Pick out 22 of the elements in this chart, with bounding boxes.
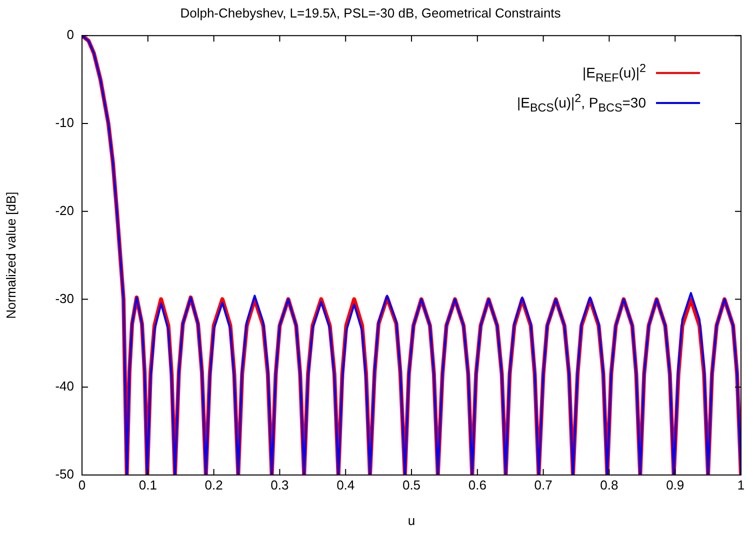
- y-tick-label: -40: [55, 378, 74, 394]
- x-tick-label: 0.5: [402, 477, 421, 492]
- x-axis-title: u: [408, 512, 416, 528]
- x-tick-label: 0.1: [138, 477, 157, 492]
- y-tick-label: -20: [55, 202, 74, 218]
- x-tick-label: 0.8: [600, 477, 618, 492]
- legend-label: |E$_{REF}$(u)|$^{2}$: [582, 62, 646, 84]
- y-tick-label: -30: [55, 290, 74, 306]
- x-tick-label: 0.6: [468, 477, 486, 492]
- legend-label: |E$_{BCS}$(u)|$^{2}$, P$_{BCS}$=30: [516, 92, 646, 114]
- y-tick-label: -50: [55, 466, 74, 482]
- x-tick-label: 1: [737, 477, 745, 492]
- chart-title: Dolph-Chebyshev, L=19.5λ, PSL=-30 dB, Geometrical Constraints: [180, 5, 562, 20]
- y-axis-title: Normalized value [dB]: [3, 192, 18, 319]
- x-tick-label: 0.2: [204, 477, 223, 492]
- x-tick-label: 0.7: [534, 477, 552, 492]
- y-tick-label: 0: [66, 27, 74, 42]
- x-tick-label: 0.4: [336, 477, 355, 492]
- y-tick-label: -10: [55, 115, 74, 130]
- x-tick-label: 0.9: [666, 477, 684, 492]
- x-tick-label: 0.3: [270, 477, 289, 492]
- x-tick-label: 0: [78, 477, 86, 492]
